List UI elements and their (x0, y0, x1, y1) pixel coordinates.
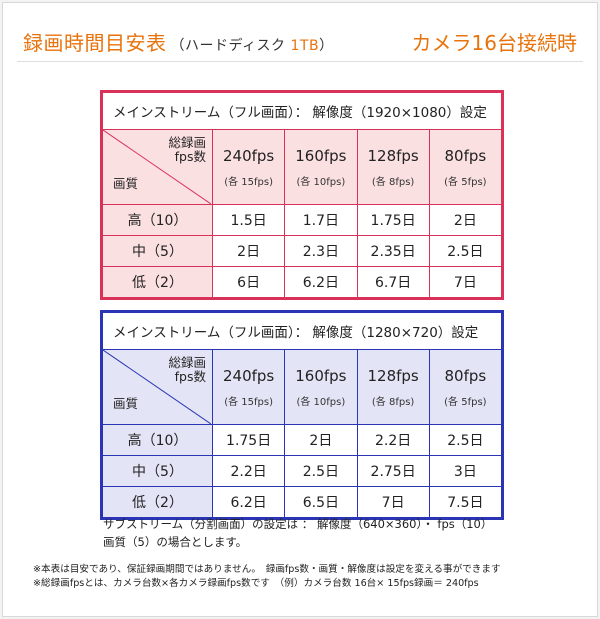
corner-top-label: 総録画 fps数 (168, 356, 206, 384)
fps-note: (各 10fps) (296, 396, 346, 408)
table-caption: メインストリーム（フル画面）： 解像度（1920×1080）設定 (102, 92, 502, 130)
table-cell: 1.5日 (211, 204, 286, 236)
title-main: 録画時間目安表 (23, 31, 167, 55)
table-cell: 7日 (428, 266, 503, 298)
column-header: 80fps (各 5fps) (428, 129, 503, 205)
table-cell: 7.5日 (428, 486, 503, 518)
table-cell: 6.7日 (356, 266, 430, 298)
corner-diagonal (103, 350, 211, 424)
table-cell: 2.2日 (211, 455, 286, 487)
camera-count-title: カメラ16台接続時 (411, 31, 577, 55)
fps-value: 80fps (444, 146, 487, 165)
substream-line-1: サブストリーム（分割画面）の設定は ： 解像度（640×360）・ fps（10… (103, 517, 493, 531)
table-cell: 6.5日 (284, 486, 358, 518)
table-1920x1080: メインストリーム（フル画面）： 解像度（1920×1080）設定 総録画 fps… (100, 90, 504, 300)
footnotes: ※本表は目安であり、保証録画期間ではありません。 録画fps数・画質・解像度は設… (33, 563, 501, 591)
table-cell: 2.2日 (356, 424, 430, 456)
row-label: 中（5） (102, 235, 213, 267)
header-divider (17, 61, 583, 62)
title-sub-prefix: （ハードディスク (170, 38, 291, 54)
fps-value: 128fps (367, 366, 419, 385)
footnote-1: ※本表は目安であり、保証録画期間ではありません。 録画fps数・画質・解像度は設… (33, 564, 501, 575)
fps-note: (各 15fps) (224, 396, 274, 408)
footnote-2: ※総録画fpsとは、カメラ台数×各カメラ録画fps数です （例）カメラ台数 16… (33, 578, 479, 589)
fps-note: (各 10fps) (296, 176, 346, 188)
table-row: 高（10） 1.75日 2日 2.2日 2.5日 (102, 424, 503, 456)
fps-note: (各 8fps) (371, 396, 415, 408)
fps-value: 160fps (295, 366, 347, 385)
row-label: 高（10） (102, 424, 213, 456)
table-1280x720: メインストリーム（フル画面）： 解像度（1280×720）設定 総録画 fps数… (100, 310, 504, 520)
fps-value: 160fps (295, 146, 347, 165)
table-cell: 2.35日 (356, 235, 430, 267)
column-header: 128fps (各 8fps) (356, 349, 430, 425)
fps-note: (各 5fps) (444, 176, 487, 188)
fps-value: 240fps (223, 146, 275, 165)
table-cell: 1.75日 (356, 204, 430, 236)
fps-value: 80fps (444, 366, 487, 385)
corner-cell: 総録画 fps数 画質 (102, 349, 213, 425)
table-cell: 2日 (428, 204, 503, 236)
column-header: 160fps (各 10fps) (284, 349, 358, 425)
header: 録画時間目安表 （ハードディスク 1TB） カメラ16台接続時 (3, 3, 597, 81)
table-caption: メインストリーム（フル画面）： 解像度（1280×720）設定 (102, 312, 502, 350)
fps-value: 240fps (223, 366, 275, 385)
table-cell: 1.75日 (211, 424, 286, 456)
row-label: 低（2） (102, 266, 213, 298)
table-cell: 2日 (211, 235, 286, 267)
table-cell: 6.2日 (284, 266, 358, 298)
table-row: 中（5） 2.2日 2.5日 2.75日 3日 (102, 455, 503, 487)
title-sub-suffix: ） (319, 38, 334, 54)
row-label: 中（5） (102, 455, 213, 487)
title-sub: （ハードディスク 1TB） (171, 38, 334, 54)
corner-diagonal (103, 130, 211, 204)
page-title: 録画時間目安表 （ハードディスク 1TB） (23, 27, 334, 56)
table-row: 高（10） 1.5日 1.7日 1.75日 2日 (102, 204, 503, 236)
corner-cell: 総録画 fps数 画質 (102, 129, 213, 205)
table-cell: 2.5日 (428, 235, 503, 267)
column-header: 128fps (各 8fps) (356, 129, 430, 205)
table-cell: 1.7日 (284, 204, 358, 236)
substream-line-2: 画質（5）の場合とします。 (103, 535, 248, 549)
corner-top-label: 総録画 fps数 (168, 136, 206, 164)
table-cell: 2日 (284, 424, 358, 456)
table-row: 中（5） 2日 2.3日 2.35日 2.5日 (102, 235, 503, 267)
column-header: 240fps (各 15fps) (211, 129, 286, 205)
table-cell: 2.3日 (284, 235, 358, 267)
table-cell: 2.5日 (284, 455, 358, 487)
table-cell: 7日 (356, 486, 430, 518)
table-row: 低（2） 6日 6.2日 6.7日 7日 (102, 266, 503, 298)
column-header: 80fps (各 5fps) (428, 349, 503, 425)
fps-note: (各 15fps) (224, 176, 274, 188)
corner-bottom-label: 画質 (113, 176, 139, 191)
table-cell: 6.2日 (211, 486, 286, 518)
column-header: 160fps (各 10fps) (284, 129, 358, 205)
title-sub-capacity: 1TB (290, 38, 320, 54)
fps-note: (各 8fps) (371, 176, 415, 188)
table-cell: 3日 (428, 455, 503, 487)
table-row: 低（2） 6.2日 6.5日 7日 7.5日 (102, 486, 503, 518)
row-label: 低（2） (102, 486, 213, 518)
fps-value: 128fps (367, 146, 419, 165)
fps-note: (各 5fps) (444, 396, 487, 408)
table-cell: 2.5日 (428, 424, 503, 456)
corner-bottom-label: 画質 (113, 396, 139, 411)
substream-note: サブストリーム（分割画面）の設定は ： 解像度（640×360）・ fps（10… (103, 515, 492, 551)
table-cell: 2.75日 (356, 455, 430, 487)
corner-top-text: 総録画 fps数 (168, 355, 206, 384)
row-label: 高（10） (102, 204, 213, 236)
table-cell: 6日 (211, 266, 286, 298)
corner-top-text: 総録画 fps数 (168, 135, 206, 164)
column-header: 240fps (各 15fps) (211, 349, 286, 425)
